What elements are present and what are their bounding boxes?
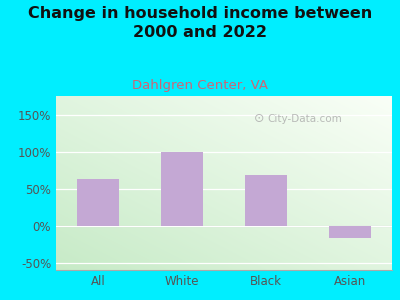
Text: Dahlgren Center, VA: Dahlgren Center, VA	[132, 80, 268, 92]
Bar	[77, 179, 119, 226]
Bar	[329, 226, 371, 238]
Text: ⊙: ⊙	[254, 112, 265, 125]
Bar	[161, 152, 203, 226]
Bar	[245, 175, 287, 226]
Text: Change in household income between
2000 and 2022: Change in household income between 2000 …	[28, 6, 372, 40]
Text: City-Data.com: City-Data.com	[268, 114, 342, 124]
